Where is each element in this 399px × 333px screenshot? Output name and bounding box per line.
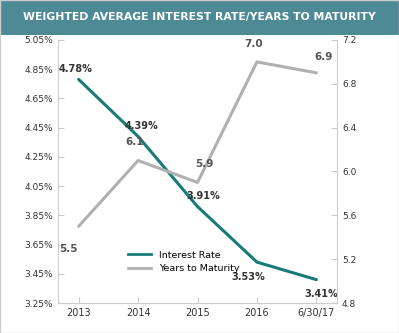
Text: 5.9: 5.9 [196, 159, 214, 169]
Legend: Interest Rate, Years to Maturity: Interest Rate, Years to Maturity [124, 247, 243, 277]
Text: WEIGHTED AVERAGE INTEREST RATE/YEARS TO MATURITY: WEIGHTED AVERAGE INTEREST RATE/YEARS TO … [23, 12, 376, 23]
Text: 4.39%: 4.39% [124, 121, 158, 131]
Text: 4.78%: 4.78% [59, 64, 93, 74]
Text: 3.53%: 3.53% [231, 272, 265, 282]
Text: 6.9: 6.9 [314, 52, 333, 62]
Text: 7.0: 7.0 [245, 39, 263, 49]
Text: 3.41%: 3.41% [304, 289, 338, 299]
Text: 6.1: 6.1 [126, 138, 144, 148]
Text: 5.5: 5.5 [59, 244, 77, 254]
Text: 3.91%: 3.91% [187, 191, 220, 201]
